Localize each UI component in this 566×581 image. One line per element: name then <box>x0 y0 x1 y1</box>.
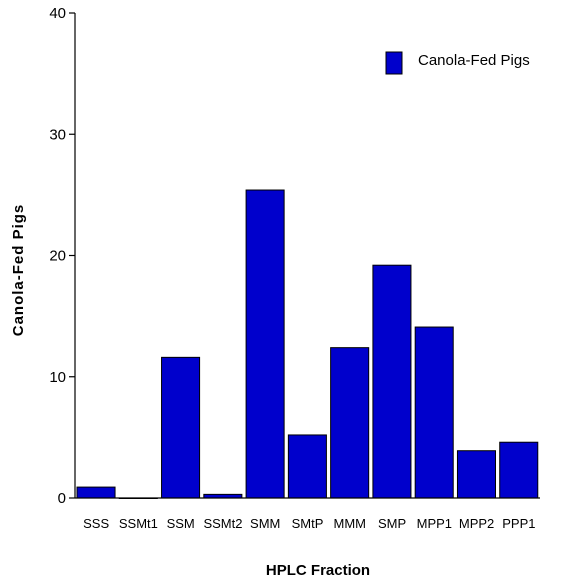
x-tick-label: SSS <box>83 516 109 531</box>
legend: Canola-Fed Pigs <box>385 51 530 75</box>
x-tick-label: SMtP <box>292 516 324 531</box>
bar-sss <box>76 486 116 499</box>
x-tick-labels: SSS SSMt1 SSM SSMt2 SMM SMtP MMM SMP MPP1 MPP2 PPP… <box>83 516 535 531</box>
y-tick-label: 20 <box>49 248 66 265</box>
y-tick-label: 30 <box>49 126 66 143</box>
bar-ppp1 <box>499 441 539 499</box>
x-tick-label: MMM <box>334 516 367 531</box>
x-axis-title: HPLC Fraction <box>266 562 370 579</box>
legend-label: Canola-Fed Pigs <box>418 52 530 69</box>
bar-mpp2 <box>456 450 497 499</box>
y-tick-label: 10 <box>49 369 66 386</box>
x-tick-label: MPP1 <box>417 516 452 531</box>
x-tick-label: SMM <box>250 516 280 531</box>
y-tick-label: 40 <box>49 5 66 22</box>
y-tick-label: 0 <box>58 490 66 507</box>
bar-mpp1 <box>414 326 454 499</box>
y-ticks: 0 10 20 30 40 <box>49 5 75 507</box>
bar-smm <box>245 189 285 499</box>
bar-ssm <box>161 356 201 499</box>
bar-mmm <box>330 347 370 499</box>
bars-layer <box>76 189 539 499</box>
x-tick-label: SSMt2 <box>203 516 242 531</box>
x-tick-label: SMP <box>378 516 406 531</box>
x-tick-label: PPP1 <box>502 516 535 531</box>
x-tick-label: MPP2 <box>459 516 494 531</box>
y-axis-title: Canola-Fed Pigs <box>10 204 27 337</box>
bar-smtp <box>287 434 327 499</box>
bar-smp <box>372 264 412 499</box>
x-tick-label: SSMt1 <box>119 516 158 531</box>
legend-swatch <box>385 51 403 75</box>
x-tick-label: SSM <box>167 516 195 531</box>
